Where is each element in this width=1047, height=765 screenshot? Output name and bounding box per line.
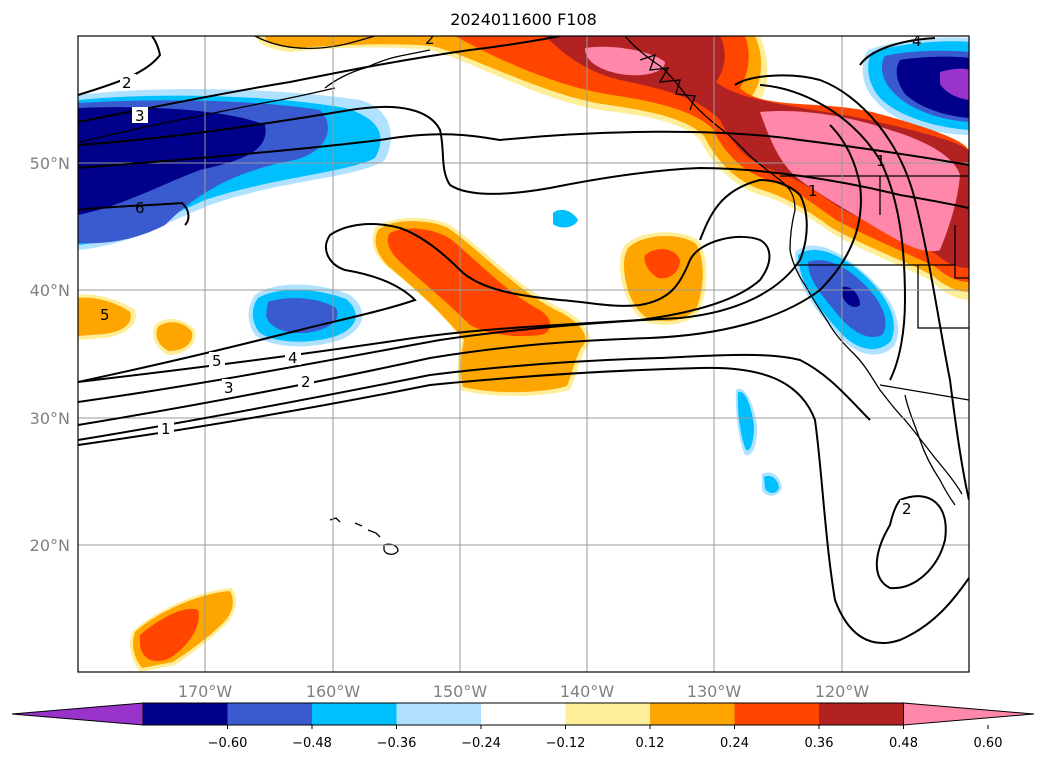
map-title: 2024011600 F108 — [450, 10, 597, 29]
lat-label: 20°N — [30, 536, 70, 555]
colorbar-segment — [396, 703, 482, 725]
colorbar-tick-label: 0.60 — [974, 736, 1003, 751]
contour-label: 3 — [135, 107, 145, 125]
lat-label: 50°N — [30, 154, 70, 173]
contour-label: 4 — [912, 32, 922, 50]
contour-label: 3 — [224, 379, 234, 397]
contour-label: 1 — [161, 420, 171, 438]
lon-label: 160°W — [306, 682, 361, 701]
positive-anomaly-east — [620, 232, 707, 325]
colorbar-tick-label: −0.12 — [546, 736, 586, 751]
contour-label: 2 — [902, 500, 912, 518]
negative-anomaly-small — [553, 209, 782, 496]
colorbar-tick-label: −0.24 — [461, 736, 501, 751]
colorbar-tick-label: 0.24 — [720, 736, 749, 751]
contour-label-group: 2 3 6 5 4 3 2 1 5 4 2 1 1 2 — [100, 30, 922, 518]
contour-label: 5 — [212, 352, 222, 370]
colorbar-segment — [143, 703, 228, 725]
colorbar-segment — [650, 703, 735, 725]
negative-anomaly-northeast — [862, 37, 969, 136]
colorbar-segment — [481, 703, 566, 725]
contour-label: 6 — [135, 199, 145, 217]
colorbar-tick-label: 0.36 — [805, 736, 834, 751]
colorbar-segment — [734, 703, 820, 725]
lat-label: 40°N — [30, 281, 70, 300]
colorbar-segment — [312, 703, 397, 725]
lon-label: 150°W — [433, 682, 488, 701]
colorbar-tick-label: 0.12 — [636, 736, 665, 751]
colorbar-tick-label: −0.60 — [208, 736, 248, 751]
contour-label: 5 — [100, 306, 110, 324]
colorbar-outline — [142, 702, 904, 726]
contour-label: 2 — [301, 373, 311, 391]
longitude-labels: 170°W 160°W 150°W 140°W 130°W 120°W — [178, 682, 870, 701]
contour-label: 2 — [122, 74, 132, 92]
contour-label: 1 — [808, 182, 818, 200]
coastlines — [79, 36, 969, 555]
lon-label: 170°W — [178, 682, 233, 701]
colorbar-segment — [227, 703, 313, 725]
lon-label: 130°W — [687, 682, 742, 701]
colorbar-tick-label: −0.36 — [377, 736, 417, 751]
latitude-labels: 50°N 40°N 30°N 20°N — [30, 154, 70, 555]
contour-label: 1 — [876, 152, 886, 170]
positive-anomaly-west-small — [78, 294, 196, 355]
positive-anomaly-central — [372, 217, 590, 396]
colorbar-extend-high — [903, 702, 1035, 726]
negative-anomaly-california — [795, 245, 899, 355]
map-frame — [77, 35, 970, 673]
colorbar-segment — [819, 703, 904, 725]
map-content: 2 3 6 5 4 3 2 1 5 4 2 1 1 2 — [78, 30, 969, 672]
lat-label: 30°N — [30, 409, 70, 428]
lon-label: 120°W — [815, 682, 870, 701]
colorbar-extend-low — [11, 702, 144, 726]
lon-label: 140°W — [560, 682, 615, 701]
negative-anomaly-central — [248, 284, 363, 347]
colorbar: −0.60 −0.48 −0.36 −0.24 −0.12 0.12 0.24 0.36 0.4… — [11, 702, 1035, 751]
colorbar-tick-label: −0.48 — [292, 736, 332, 751]
positive-anomaly-south — [130, 588, 236, 672]
contour-label: 2 — [425, 30, 435, 48]
contour-label: 4 — [288, 349, 298, 367]
colorbar-tick-label: 0.48 — [889, 736, 918, 751]
colorbar-segment — [565, 703, 651, 725]
